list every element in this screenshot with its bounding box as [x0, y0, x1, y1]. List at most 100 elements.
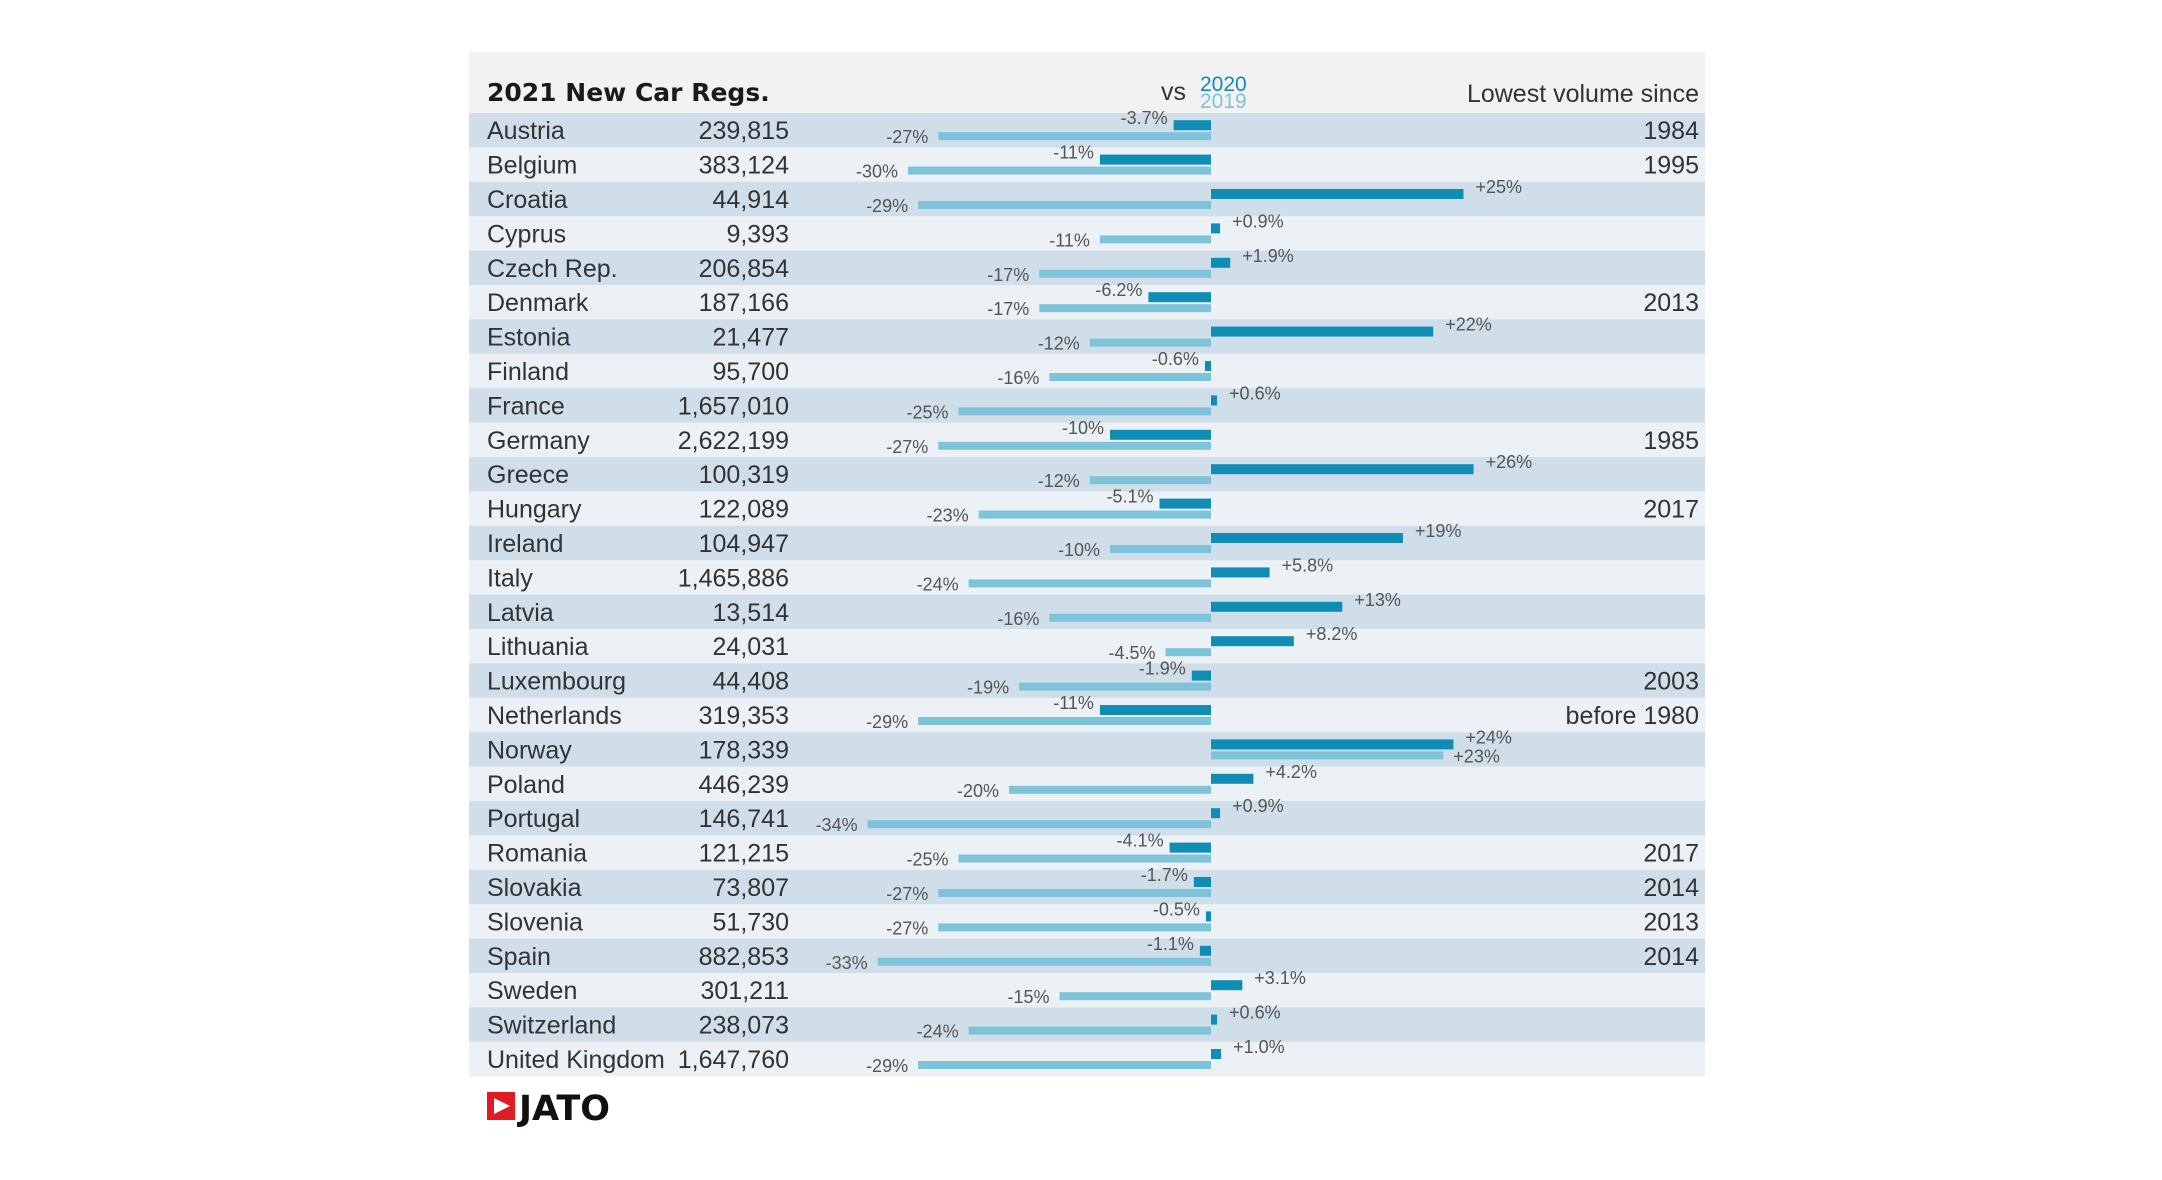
lowest-since-year: 2003 — [1643, 668, 1699, 696]
bar-2020 — [1110, 429, 1211, 440]
label-2019: -25% — [906, 402, 948, 422]
lowest-since-year: 2013 — [1643, 289, 1699, 317]
registrations-value: 301,211 — [700, 977, 789, 1005]
label-2019: -12% — [1038, 334, 1080, 354]
registrations-value: 95,700 — [713, 358, 789, 386]
label-2020: -6.2% — [1095, 280, 1142, 300]
label-2019: -27% — [886, 884, 928, 904]
bar-2019 — [1039, 269, 1211, 278]
registrations-value: 1,647,760 — [678, 1046, 789, 1074]
bars-layer — [867, 120, 1474, 1069]
label-2019: -27% — [886, 437, 928, 457]
lowest-since-year: before 1980 — [1566, 702, 1699, 730]
label-2020: +24% — [1465, 727, 1512, 747]
country-label: Luxembourg — [487, 668, 626, 696]
bar-2020 — [1211, 533, 1403, 543]
label-2019: -27% — [886, 127, 928, 147]
label-2020: +8.2% — [1306, 624, 1358, 644]
row-background — [469, 319, 1705, 355]
bar-2019 — [877, 957, 1211, 966]
registrations-value: 2,622,199 — [678, 427, 789, 455]
bar-2019 — [1211, 751, 1444, 760]
row-background — [469, 629, 1705, 664]
label-2019: -33% — [826, 953, 868, 973]
bar-2020 — [1205, 911, 1211, 922]
bar-2020 — [1159, 498, 1211, 509]
registrations-value: 51,730 — [713, 908, 789, 936]
play-icon — [494, 1098, 510, 1114]
lowest-since-year: 2017 — [1643, 496, 1699, 524]
label-2020: +22% — [1445, 315, 1492, 335]
label-2020: +5.8% — [1282, 555, 1334, 575]
row-backgrounds — [469, 113, 1705, 1077]
bar-2019 — [968, 579, 1211, 588]
bar-2019 — [1019, 682, 1211, 691]
bar-2019 — [938, 132, 1211, 141]
label-2020: +0.9% — [1232, 796, 1284, 816]
registrations-value: 178,339 — [699, 736, 789, 764]
label-2020: +0.6% — [1229, 1003, 1281, 1023]
bar-2019 — [867, 820, 1211, 829]
row-background — [469, 663, 1705, 699]
row-background — [469, 697, 1705, 733]
registrations-value: 383,124 — [699, 152, 789, 180]
row-background — [469, 525, 1705, 561]
bar-2019 — [1089, 338, 1211, 347]
jato-logo: JATO — [487, 1089, 610, 1129]
row-background — [469, 594, 1705, 630]
country-label: Austria — [487, 117, 565, 145]
bar-2019 — [1009, 785, 1211, 794]
country-label: Netherlands — [487, 702, 622, 730]
lowest-since-year: 2014 — [1643, 874, 1699, 902]
header-background — [469, 52, 1705, 113]
lowest-since-year: 1985 — [1643, 427, 1699, 455]
bar-2019 — [958, 407, 1211, 416]
label-2020: +0.9% — [1232, 211, 1284, 231]
label-2019: -29% — [866, 712, 908, 732]
bar-2019 — [908, 166, 1211, 175]
row-background — [469, 285, 1705, 320]
lowest-since-year: 2014 — [1643, 943, 1699, 971]
lowest-since-year: 2017 — [1643, 840, 1699, 868]
country-label: Belgium — [487, 152, 577, 180]
row-background — [469, 216, 1705, 252]
country-label: France — [487, 392, 565, 420]
bar-2019 — [968, 1026, 1211, 1035]
label-2019: -29% — [866, 1056, 908, 1076]
jato-logo-text: JATO — [517, 1089, 610, 1129]
country-label: Denmark — [487, 289, 589, 317]
label-2020: +25% — [1476, 177, 1523, 197]
registrations-value: 239,815 — [699, 117, 789, 145]
country-label: Spain — [487, 943, 551, 971]
legend-2020: 2020 — [1200, 73, 1247, 96]
row-background — [469, 181, 1705, 217]
country-label: Romania — [487, 840, 587, 868]
label-2020: +1.9% — [1242, 246, 1294, 266]
row-background — [469, 422, 1705, 458]
label-2020: -1.7% — [1141, 865, 1188, 885]
bar-2020 — [1204, 361, 1211, 371]
bar-2020 — [1211, 464, 1474, 475]
label-2019: -20% — [957, 781, 999, 801]
country-label: Sweden — [487, 977, 577, 1005]
label-2020: -10% — [1062, 418, 1104, 438]
label-2020: -11% — [1053, 143, 1094, 163]
label-2020: +4.2% — [1265, 762, 1317, 782]
lowest-since-year: 1995 — [1643, 152, 1699, 180]
row-background — [469, 835, 1705, 871]
labels-layer: Austria 239,815 -27% -3.7% 1984 Belgium 383,12… — [487, 108, 1699, 1076]
row-background — [469, 801, 1705, 836]
country-label: Ireland — [487, 530, 563, 558]
row-background — [469, 1041, 1705, 1077]
vs-label: vs — [1161, 78, 1186, 106]
bar-2020 — [1211, 601, 1343, 612]
row-background — [469, 938, 1705, 974]
registrations-value: 44,914 — [713, 186, 790, 214]
bar-2020 — [1169, 842, 1211, 853]
registrations-value: 13,514 — [713, 599, 790, 627]
country-label: Norway — [487, 736, 572, 764]
country-label: Lithuania — [487, 633, 589, 661]
bar-2020 — [1211, 189, 1464, 199]
legend-2019: 2019 — [1200, 90, 1247, 113]
row-background — [469, 113, 1705, 148]
